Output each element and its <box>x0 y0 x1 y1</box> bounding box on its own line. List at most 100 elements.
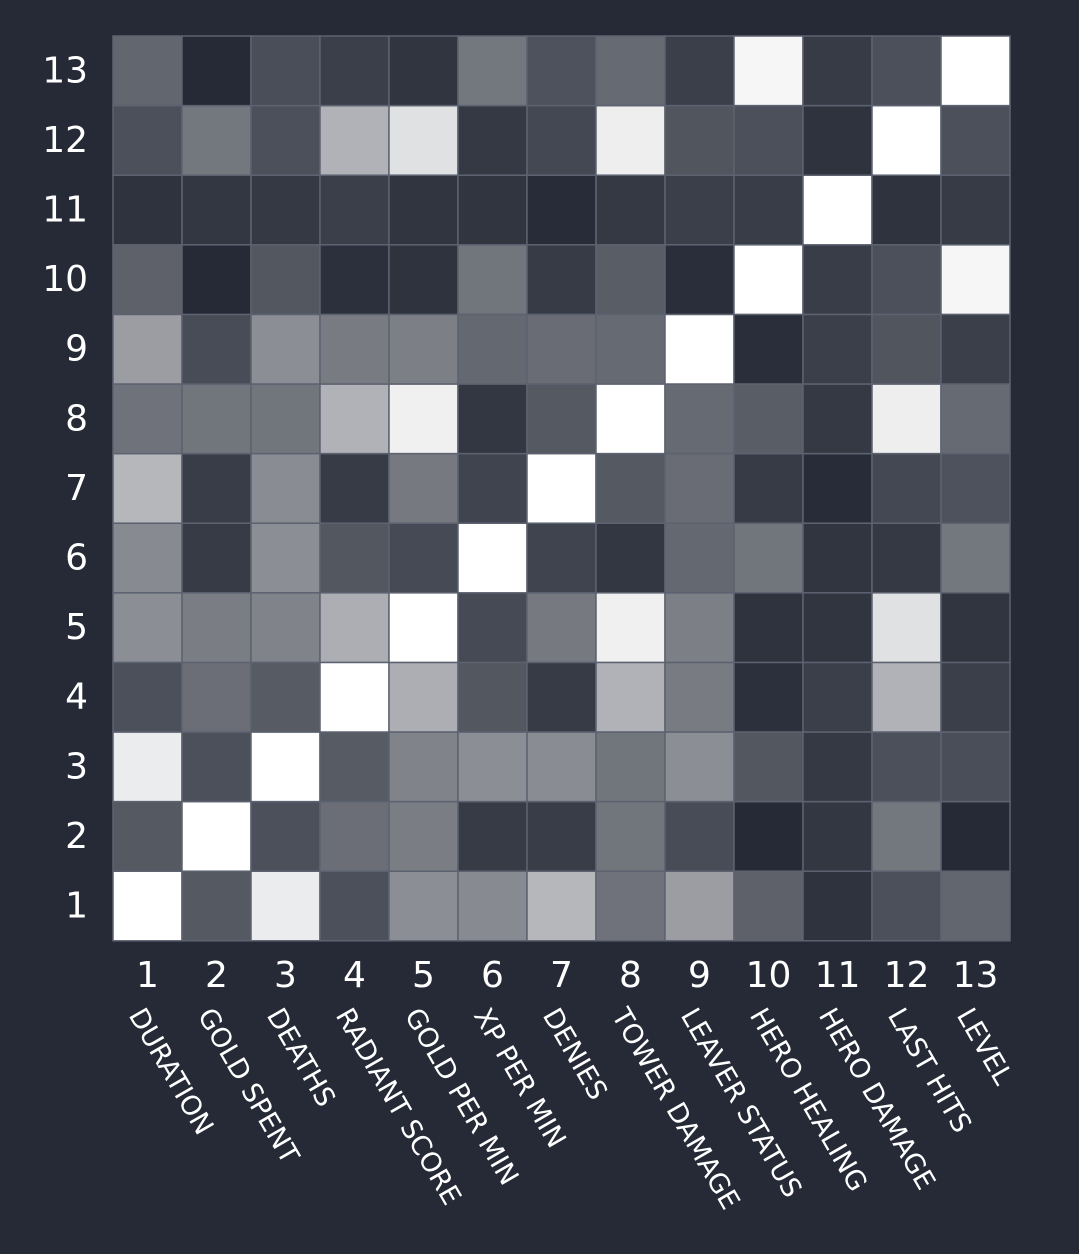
x-axis-ticks: 1 2 3 4 5 6 7 8 9 10 11 12 13 <box>136 955 998 996</box>
heatmap-cell-7-3 <box>250 452 321 524</box>
heatmap-cell-7-11 <box>802 452 873 524</box>
x-tick-label: 1 <box>136 955 159 996</box>
x-tick-label: 13 <box>953 955 999 996</box>
heatmap-cell-2-4 <box>319 800 390 872</box>
heatmap-cell-1-8 <box>595 870 666 942</box>
heatmap-cell-10-10 <box>733 244 804 316</box>
heatmap-cell-1-5 <box>388 870 459 942</box>
heatmap-cell-12-8 <box>595 104 666 176</box>
heatmap-cell-12-3 <box>250 104 321 176</box>
heatmap-cell-11-1 <box>112 174 183 246</box>
heatmap-cell-7-13 <box>940 452 1011 524</box>
heatmap-cell-13-10 <box>733 35 804 107</box>
heatmap-cell-2-7 <box>526 800 597 872</box>
heatmap-cell-5-11 <box>802 592 873 664</box>
heatmap-cell-2-13 <box>940 800 1011 872</box>
heatmap-cell-1-10 <box>733 870 804 942</box>
y-tick-label: 2 <box>65 816 88 857</box>
heatmap-cell-4-11 <box>802 661 873 733</box>
heatmap-cell-5-12 <box>871 592 942 664</box>
heatmap-cell-3-8 <box>595 731 666 803</box>
heatmap-cell-4-4 <box>319 661 390 733</box>
x-variable-label: RADIANT SCORE <box>329 1003 467 1211</box>
heatmap-cell-6-11 <box>802 522 873 594</box>
heatmap-cell-4-1 <box>112 661 183 733</box>
heatmap-cell-11-2 <box>181 174 252 246</box>
heatmap-cell-11-6 <box>457 174 528 246</box>
heatmap-cell-6-13 <box>940 522 1011 594</box>
heatmap-cell-3-13 <box>940 731 1011 803</box>
heatmap-cell-3-6 <box>457 731 528 803</box>
heatmap-cell-13-12 <box>871 35 942 107</box>
heatmap-cell-1-12 <box>871 870 942 942</box>
heatmap-cell-6-8 <box>595 522 666 594</box>
heatmap-cell-7-7 <box>526 452 597 524</box>
heatmap-cell-7-12 <box>871 452 942 524</box>
heatmap-cell-4-13 <box>940 661 1011 733</box>
heatmap-cell-1-9 <box>664 870 735 942</box>
x-variable-label: DENIES <box>536 1003 613 1105</box>
heatmap-cell-1-6 <box>457 870 528 942</box>
heatmap-cell-5-1 <box>112 592 183 664</box>
x-tick-label: 8 <box>619 955 642 996</box>
heatmap-cell-12-5 <box>388 104 459 176</box>
heatmap-cell-7-2 <box>181 452 252 524</box>
heatmap-cell-12-11 <box>802 104 873 176</box>
heatmap-cell-7-6 <box>457 452 528 524</box>
heatmap-cell-9-1 <box>112 313 183 385</box>
heatmap-cell-11-4 <box>319 174 390 246</box>
heatmap-cell-6-7 <box>526 522 597 594</box>
heatmap-cell-8-1 <box>112 383 183 455</box>
y-tick-label: 8 <box>65 398 88 439</box>
heatmap-cell-7-1 <box>112 452 183 524</box>
heatmap-cell-1-7 <box>526 870 597 942</box>
heatmap-cell-6-12 <box>871 522 942 594</box>
heatmap-cell-9-10 <box>733 313 804 385</box>
heatmap-cell-3-2 <box>181 731 252 803</box>
heatmap-cell-9-2 <box>181 313 252 385</box>
heatmap-cell-11-3 <box>250 174 321 246</box>
heatmap-cell-12-7 <box>526 104 597 176</box>
heatmap-cell-11-13 <box>940 174 1011 246</box>
heatmap-cell-10-7 <box>526 244 597 316</box>
heatmap-cell-13-3 <box>250 35 321 107</box>
heatmap-cell-9-3 <box>250 313 321 385</box>
y-tick-label: 5 <box>65 607 88 648</box>
heatmap-cell-12-4 <box>319 104 390 176</box>
heatmap-cell-2-11 <box>802 800 873 872</box>
heatmap-cell-10-5 <box>388 244 459 316</box>
heatmap-cell-9-9 <box>664 313 735 385</box>
y-tick-label: 12 <box>42 120 88 161</box>
heatmap-cell-5-4 <box>319 592 390 664</box>
heatmap-cell-8-3 <box>250 383 321 455</box>
heatmap-cell-1-4 <box>319 870 390 942</box>
heatmap-cell-9-13 <box>940 313 1011 385</box>
y-tick-label: 9 <box>65 329 88 370</box>
heatmap-cell-7-9 <box>664 452 735 524</box>
heatmap-cell-2-10 <box>733 800 804 872</box>
heatmap-cell-1-1 <box>112 870 183 942</box>
heatmap-cell-9-4 <box>319 313 390 385</box>
heatmap-cell-2-3 <box>250 800 321 872</box>
y-tick-label: 11 <box>42 190 88 231</box>
heatmap-cell-6-4 <box>319 522 390 594</box>
heatmap-cell-13-13 <box>940 35 1011 107</box>
heatmap-cell-9-12 <box>871 313 942 385</box>
heatmap-cell-5-13 <box>940 592 1011 664</box>
heatmap-cell-3-5 <box>388 731 459 803</box>
heatmap-cell-13-2 <box>181 35 252 107</box>
heatmap-cell-6-6 <box>457 522 528 594</box>
heatmap-cell-11-5 <box>388 174 459 246</box>
heatmap-cell-13-8 <box>595 35 666 107</box>
heatmap-cell-1-3 <box>250 870 321 942</box>
y-tick-label: 4 <box>65 677 88 718</box>
heatmap-cell-9-5 <box>388 313 459 385</box>
heatmap-cell-10-9 <box>664 244 735 316</box>
heatmap-cell-12-6 <box>457 104 528 176</box>
heatmap-cell-4-6 <box>457 661 528 733</box>
heatmap-cell-4-3 <box>250 661 321 733</box>
heatmap-cell-2-12 <box>871 800 942 872</box>
